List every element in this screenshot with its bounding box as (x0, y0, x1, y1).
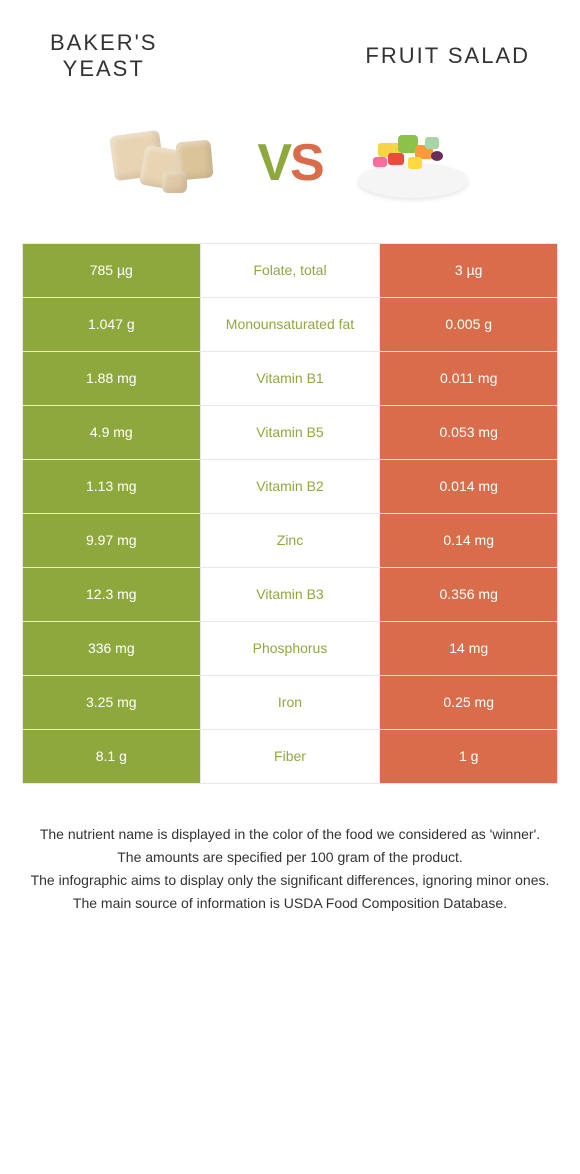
left-value: 4.9 mg (23, 405, 201, 459)
footer-line: The main source of information is USDA F… (30, 893, 550, 914)
nutrient-label: Phosphorus (200, 621, 380, 675)
footer-line: The amounts are specified per 100 gram o… (30, 847, 550, 868)
left-value: 12.3 mg (23, 567, 201, 621)
right-value: 0.14 mg (380, 513, 558, 567)
right-value: 14 mg (380, 621, 558, 675)
left-value: 3.25 mg (23, 675, 201, 729)
left-value: 9.97 mg (23, 513, 201, 567)
right-value: 1 g (380, 729, 558, 783)
vs-label: VS (257, 133, 322, 193)
left-food-image (97, 113, 237, 213)
right-value: 0.053 mg (380, 405, 558, 459)
table-row: 785 µgFolate, total3 µg (23, 243, 558, 297)
vs-v-letter: V (257, 134, 290, 192)
left-value: 1.88 mg (23, 351, 201, 405)
table-row: 1.047 gMonounsaturated fat0.005 g (23, 297, 558, 351)
table-body: 785 µgFolate, total3 µg1.047 gMonounsatu… (23, 243, 558, 783)
nutrient-label: Vitamin B1 (200, 351, 380, 405)
nutrient-label: Vitamin B2 (200, 459, 380, 513)
right-value: 0.356 mg (380, 567, 558, 621)
left-food-title: BAKER'S YEAST (50, 30, 157, 83)
right-value: 0.25 mg (380, 675, 558, 729)
table-row: 4.9 mgVitamin B50.053 mg (23, 405, 558, 459)
nutrient-label: Vitamin B5 (200, 405, 380, 459)
vs-s-letter: S (290, 134, 323, 192)
left-value: 1.13 mg (23, 459, 201, 513)
fruit-salad-icon (353, 123, 473, 203)
nutrient-label: Fiber (200, 729, 380, 783)
left-value: 8.1 g (23, 729, 201, 783)
comparison-table: 785 µgFolate, total3 µg1.047 gMonounsatu… (22, 243, 558, 784)
nutrient-label: Iron (200, 675, 380, 729)
table-row: 3.25 mgIron0.25 mg (23, 675, 558, 729)
table-row: 1.13 mgVitamin B20.014 mg (23, 459, 558, 513)
right-value: 0.005 g (380, 297, 558, 351)
header: BAKER'S YEAST FRUIT SALAD (0, 0, 580, 103)
right-value: 3 µg (380, 243, 558, 297)
right-food-title: FRUIT SALAD (365, 43, 530, 69)
vs-row: VS (0, 103, 580, 243)
table-row: 8.1 gFiber1 g (23, 729, 558, 783)
yeast-icon (107, 123, 227, 203)
right-food-image (343, 113, 483, 213)
footer-line: The infographic aims to display only the… (30, 870, 550, 891)
right-value: 0.014 mg (380, 459, 558, 513)
nutrient-label: Monounsaturated fat (200, 297, 380, 351)
left-value: 336 mg (23, 621, 201, 675)
nutrient-label: Folate, total (200, 243, 380, 297)
nutrient-label: Vitamin B3 (200, 567, 380, 621)
left-value: 785 µg (23, 243, 201, 297)
right-value: 0.011 mg (380, 351, 558, 405)
table-row: 1.88 mgVitamin B10.011 mg (23, 351, 558, 405)
footer-line: The nutrient name is displayed in the co… (30, 824, 550, 845)
table-row: 12.3 mgVitamin B30.356 mg (23, 567, 558, 621)
left-value: 1.047 g (23, 297, 201, 351)
footer-notes: The nutrient name is displayed in the co… (0, 784, 580, 936)
nutrient-label: Zinc (200, 513, 380, 567)
table-row: 9.97 mgZinc0.14 mg (23, 513, 558, 567)
table-row: 336 mgPhosphorus14 mg (23, 621, 558, 675)
